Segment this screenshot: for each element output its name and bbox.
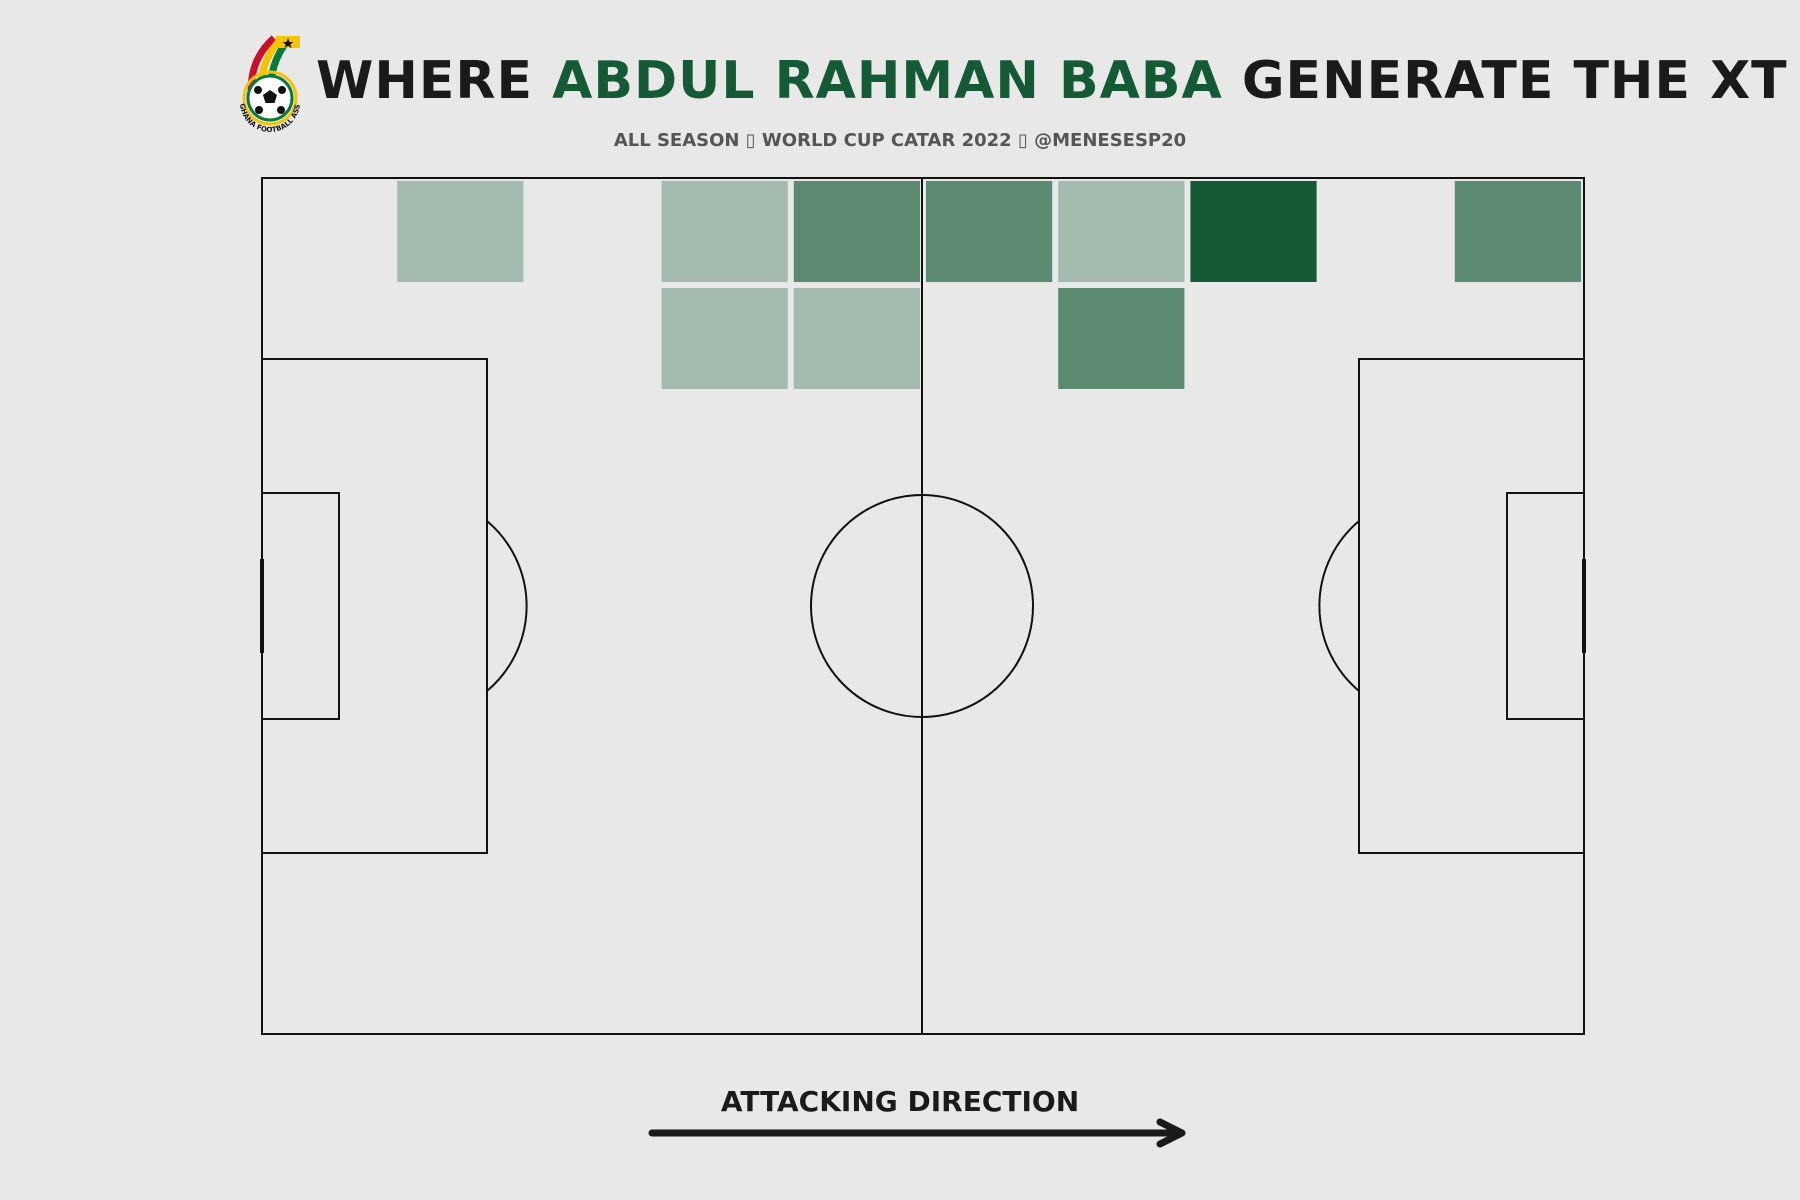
- heatmap-cell-c5-r0: [926, 181, 1053, 282]
- heatmap-cell-c6-r1: [1058, 288, 1185, 389]
- heatmap-cell-c1-r0: [397, 181, 524, 282]
- left-penalty-box: [261, 358, 488, 854]
- heatmap-cell-c4-r0: [793, 181, 920, 282]
- heatmap-cell-c4-r1: [793, 288, 920, 389]
- ghana-fa-logo: GHANA FOOTBALL ASSOCIATION: [230, 30, 302, 134]
- heatmap-cell-c3-r1: [661, 288, 788, 389]
- right-six-yard-box: [1506, 492, 1585, 720]
- left-six-yard-box: [261, 492, 340, 720]
- heatmap-cells: [397, 181, 1581, 389]
- subtitle: ALL SEASON ▯ WORLD CUP CATAR 2022 ▯ @MEN…: [613, 130, 1187, 151]
- pitch-heatmap: [260, 177, 1586, 1035]
- heatmap-cell-c9-r0: [1454, 181, 1581, 282]
- player-name: ABDUL RAHMAN BABA: [552, 51, 1223, 111]
- center-circle: [810, 494, 1034, 718]
- title-prefix: WHERE: [316, 51, 553, 111]
- right-penalty-box: [1358, 358, 1585, 854]
- left-penalty-arc: [486, 520, 528, 692]
- pitch-markings: [261, 177, 1585, 1035]
- attacking-direction-label: ATTACKING DIRECTION: [720, 1085, 1080, 1118]
- title-suffix: GENERATE THE XT: [1222, 51, 1788, 111]
- right-penalty-arc: [1318, 520, 1360, 692]
- page-title: WHERE ABDUL RAHMAN BABA GENERATE THE XT: [316, 50, 1788, 112]
- title-row: GHANA FOOTBALL ASSOCIATION WHERE ABDUL R…: [230, 30, 1787, 140]
- heatmap-cell-c3-r0: [661, 181, 788, 282]
- heatmap-cell-c6-r0: [1058, 181, 1185, 282]
- heatmap-cell-c7-r0: [1190, 181, 1317, 282]
